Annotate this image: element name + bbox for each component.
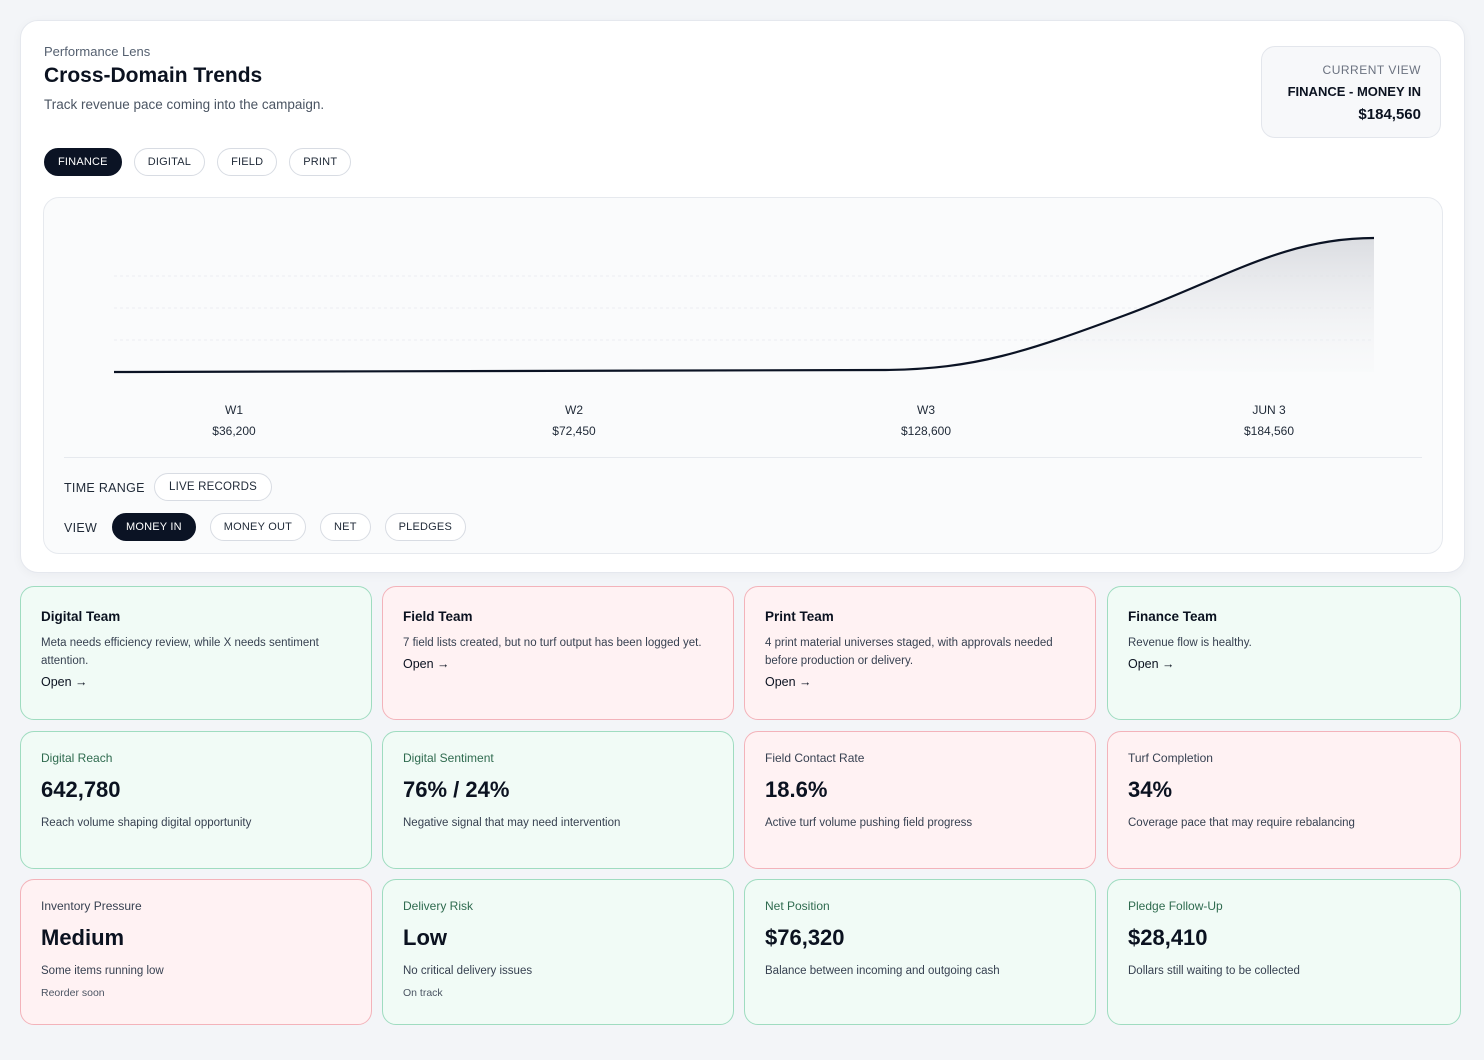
- x-tick: W3 $128,600: [866, 403, 986, 438]
- metric-card-pledge-follow-up: Pledge Follow-Up $28,410 Dollars still w…: [1107, 879, 1461, 1025]
- team-card-print[interactable]: Print Team 4 print material universes st…: [744, 586, 1096, 720]
- domain-tabs: FINANCE DIGITAL FIELD PRINT: [44, 148, 352, 176]
- trend-chart-card: W1 $36,200 W2 $72,450 W3 $128,600 JUN 3 …: [43, 197, 1443, 554]
- metric-card-delivery-risk: Delivery Risk Low No critical delivery i…: [382, 879, 734, 1025]
- team-description: 4 print material universes staged, with …: [765, 637, 1053, 667]
- team-card-digital[interactable]: Digital Team Meta needs efficiency revie…: [20, 586, 372, 720]
- metric-footnote: On track: [403, 987, 443, 999]
- team-description: Meta needs efficiency review, while X ne…: [41, 637, 319, 667]
- metric-description: Dollars still waiting to be collected: [1128, 965, 1300, 977]
- metric-value: Medium: [41, 925, 125, 950]
- view-label: VIEW: [64, 521, 98, 535]
- metric-description: Balance between incoming and outgoing ca…: [765, 965, 1000, 977]
- open-link[interactable]: Open →: [403, 657, 450, 671]
- current-view-name: FINANCE - MONEY IN: [1287, 84, 1421, 99]
- time-range-selector: LIVE RECORDS: [154, 473, 273, 501]
- current-view-box: CURRENT VIEW FINANCE - MONEY IN $184,560: [1261, 46, 1441, 138]
- view-net[interactable]: NET: [320, 513, 371, 541]
- metric-card-net-position: Net Position $76,320 Balance between inc…: [744, 879, 1096, 1025]
- metric-card-inventory-pressure: Inventory Pressure Medium Some items run…: [20, 879, 372, 1025]
- team-description: Revenue flow is healthy.: [1128, 637, 1252, 649]
- team-name: Print Team: [765, 609, 834, 624]
- metric-label: Delivery Risk: [403, 899, 474, 913]
- tick-label: W1: [225, 403, 243, 417]
- metric-description: Some items running low: [41, 965, 164, 977]
- metric-label: Pledge Follow-Up: [1128, 899, 1223, 913]
- metric-card-digital-reach: Digital Reach 642,780 Reach volume shapi…: [20, 731, 372, 869]
- x-tick: W2 $72,450: [514, 403, 634, 438]
- chart-series-line: [113, 236, 1375, 374]
- trend-chart: [113, 236, 1375, 374]
- metric-label: Turf Completion: [1128, 751, 1213, 765]
- tick-label: W2: [565, 403, 583, 417]
- metric-label: Digital Sentiment: [403, 751, 494, 765]
- tick-label: W3: [917, 403, 935, 417]
- tick-value-label: $72,450: [552, 424, 596, 438]
- metric-footnote: Reorder soon: [41, 987, 105, 999]
- tick-label: JUN 3: [1252, 403, 1286, 417]
- chart-divider: [64, 457, 1422, 458]
- metric-value: 34%: [1128, 777, 1173, 802]
- current-view-value: $184,560: [1358, 106, 1421, 123]
- tab-field[interactable]: FIELD: [217, 148, 278, 176]
- view-pledges[interactable]: PLEDGES: [384, 513, 466, 541]
- x-tick: W1 $36,200: [174, 403, 294, 438]
- metric-description: Coverage pace that may require rebalanci…: [1128, 817, 1355, 829]
- view-money-out[interactable]: MONEY OUT: [209, 513, 307, 541]
- team-card-finance[interactable]: Finance Team Revenue flow is healthy. Op…: [1107, 586, 1461, 720]
- metric-card-field-contact-rate: Field Contact Rate 18.6% Active turf vol…: [744, 731, 1096, 869]
- time-range-button[interactable]: LIVE RECORDS: [154, 473, 273, 501]
- page-title: Cross-Domain Trends: [44, 64, 263, 87]
- tick-value-label: $184,560: [1243, 424, 1295, 438]
- chart-area-fill: [885, 238, 1374, 372]
- metric-value: 76% / 24%: [403, 777, 510, 802]
- metric-description: Negative signal that may need interventi…: [403, 817, 621, 829]
- metric-value: $28,410: [1128, 925, 1208, 950]
- metric-value: 642,780: [41, 777, 121, 802]
- team-name: Field Team: [403, 609, 473, 624]
- time-range-label: TIME RANGE: [64, 481, 145, 495]
- metric-label: Field Contact Rate: [765, 751, 865, 765]
- metric-description: Reach volume shaping digital opportunity: [41, 817, 252, 829]
- view-money-in[interactable]: MONEY IN: [112, 513, 196, 541]
- metric-description: Active turf volume pushing field progres…: [765, 817, 973, 829]
- metric-value: $76,320: [765, 925, 845, 950]
- panel-eyebrow: Performance Lens: [44, 44, 151, 59]
- team-name: Finance Team: [1128, 609, 1218, 624]
- open-link[interactable]: Open →: [765, 675, 812, 689]
- view-options: MONEY IN MONEY OUT NET PLEDGES: [112, 513, 466, 541]
- trends-panel: Performance Lens Cross-Domain Trends Tra…: [20, 20, 1465, 573]
- metric-label: Inventory Pressure: [41, 899, 142, 913]
- open-link[interactable]: Open →: [1128, 657, 1175, 671]
- team-name: Digital Team: [41, 609, 121, 624]
- team-description: 7 field lists created, but no turf outpu…: [403, 637, 702, 649]
- tick-value-label: $36,200: [212, 424, 256, 438]
- open-link[interactable]: Open →: [41, 675, 88, 689]
- tab-digital[interactable]: DIGITAL: [133, 148, 206, 176]
- x-tick: JUN 3 $184,560: [1209, 403, 1329, 438]
- tick-value-label: $128,600: [900, 424, 952, 438]
- current-view-label: CURRENT VIEW: [1322, 63, 1421, 77]
- page-subtitle: Track revenue pace coming into the campa…: [44, 97, 325, 112]
- metric-label: Digital Reach: [41, 751, 113, 765]
- metric-description: No critical delivery issues: [403, 965, 533, 977]
- metric-card-turf-completion: Turf Completion 34% Coverage pace that m…: [1107, 731, 1461, 869]
- team-card-field[interactable]: Field Team 7 field lists created, but no…: [382, 586, 734, 720]
- metric-value: Low: [403, 925, 447, 950]
- metric-card-digital-sentiment: Digital Sentiment 76% / 24% Negative sig…: [382, 731, 734, 869]
- tab-finance[interactable]: FINANCE: [44, 148, 122, 176]
- metric-label: Net Position: [765, 899, 830, 913]
- metric-value: 18.6%: [765, 777, 828, 802]
- tab-print[interactable]: PRINT: [289, 148, 352, 176]
